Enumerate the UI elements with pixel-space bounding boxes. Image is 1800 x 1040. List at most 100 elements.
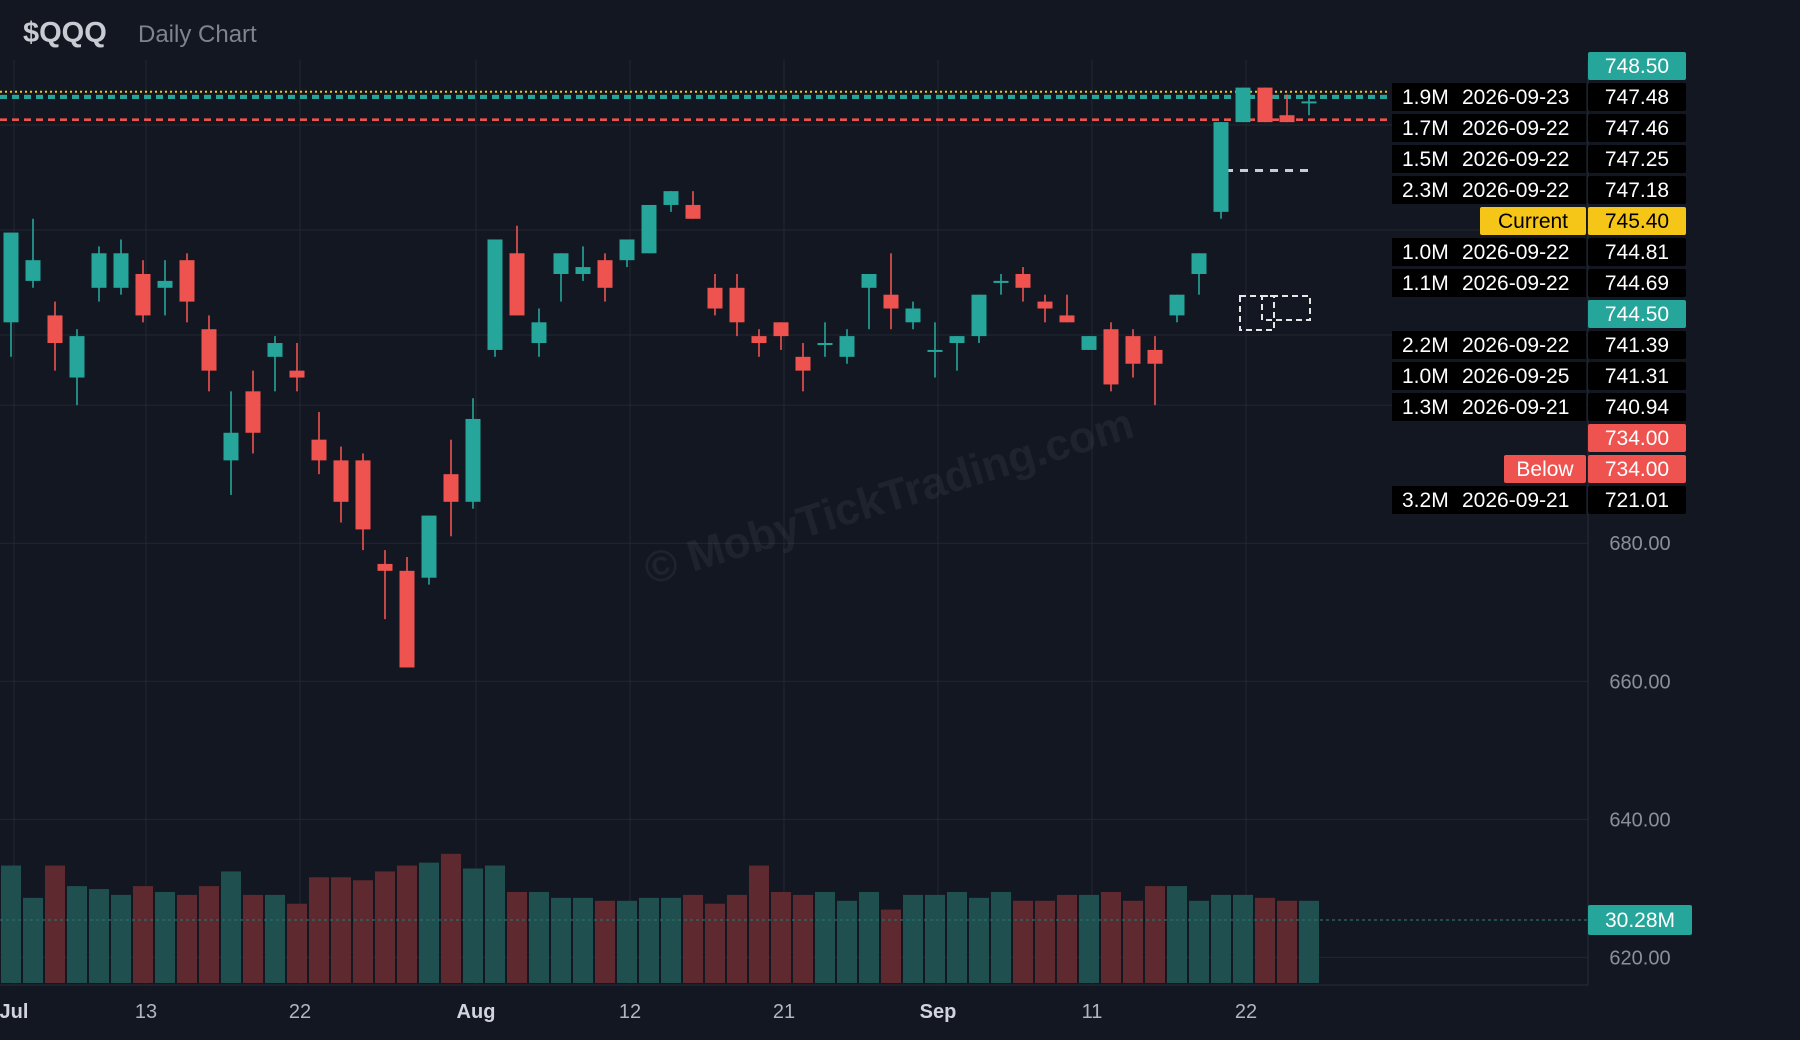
price-label-box (1588, 300, 1686, 328)
level-date: 2026-09-22 (1462, 272, 1569, 295)
volume-bar (793, 894, 813, 983)
chart-grid (0, 60, 1589, 986)
level-lines (0, 90, 1390, 172)
candle-body (1147, 349, 1163, 364)
candle-body (531, 322, 547, 344)
time-tick: Jul (0, 1001, 28, 1023)
price-label-box (1588, 83, 1686, 111)
volume-bar (199, 886, 219, 983)
candle-body (949, 336, 965, 344)
volume-bar (23, 897, 43, 983)
candle-body (509, 253, 525, 316)
price-label-box (1588, 455, 1686, 483)
volume-bar (859, 891, 879, 983)
volume-bar (903, 894, 923, 983)
volume-bar (441, 853, 461, 983)
volume-bar (925, 894, 945, 983)
volume-bar (749, 865, 769, 983)
symbol-title[interactable]: $QQQ (23, 17, 107, 49)
candle-body (1125, 336, 1141, 364)
time-tick: 11 (1082, 1001, 1103, 1023)
candle-body (751, 336, 767, 344)
candle-body (377, 563, 393, 571)
price-label-value: 740.94 (1605, 396, 1670, 419)
volume-bar (1123, 900, 1143, 983)
price-label-value: 745.40 (1605, 210, 1669, 233)
price-tick: 640.00 (1609, 809, 1670, 831)
volume-bar (1277, 900, 1297, 983)
price-label-value: 747.18 (1605, 179, 1669, 202)
price-label-box (1588, 331, 1686, 359)
watermark: © MobyTickTrading.com (639, 399, 1139, 594)
time-axis[interactable]: Jul 13 22 Aug 12 21 Sep 11 22 (0, 1001, 1257, 1023)
marked-box (1261, 295, 1311, 321)
volume-bar (1079, 894, 1099, 983)
volume-bar (573, 897, 593, 983)
candle-body (553, 253, 569, 274)
volume-bar (89, 889, 109, 983)
time-tick: Aug (457, 1001, 496, 1023)
candle-body (311, 439, 327, 461)
volume-bar (551, 897, 571, 983)
volume-bar (375, 871, 395, 983)
candle-body (157, 280, 173, 288)
volume-bar (639, 897, 659, 983)
price-label-box (1588, 362, 1686, 390)
candle-body (245, 391, 261, 433)
price-label-value: 734.00 (1605, 458, 1669, 481)
volume-bar (111, 894, 131, 983)
price-label-value: 734.00 (1605, 427, 1669, 450)
candle-body (905, 308, 921, 323)
volume-bar (617, 900, 637, 983)
volume-date-box (1392, 362, 1586, 390)
volume-bar (837, 900, 857, 983)
candle-body (399, 570, 415, 668)
candle-body (817, 343, 833, 346)
candle-body (663, 191, 679, 205)
candle-body (201, 329, 217, 371)
volume-date-box (1392, 114, 1586, 142)
volume-bar (419, 862, 439, 983)
level-volume: 1.9M (1402, 86, 1449, 109)
marked-boxes (1239, 295, 1311, 331)
chart-subtitle: Daily Chart (138, 21, 257, 48)
volume-value-box (1588, 905, 1692, 935)
volume-bar (1167, 886, 1187, 983)
volume-bar (969, 897, 989, 983)
tag-box (1480, 207, 1586, 235)
candle-body (575, 267, 591, 274)
price-label-box (1588, 114, 1686, 142)
volume-bar (133, 886, 153, 983)
volume-bar (221, 871, 241, 983)
volume-date-box (1392, 176, 1586, 204)
candle-body (707, 287, 723, 309)
volume-bar (485, 865, 505, 983)
marked-box (1239, 295, 1275, 331)
volume-bar (67, 886, 87, 983)
volume-bar (177, 894, 197, 983)
volume-date-box (1392, 145, 1586, 173)
level-volume: 1.0M (1402, 241, 1449, 264)
volume-value: 30.28M (1605, 909, 1675, 932)
price-label-box (1588, 207, 1686, 235)
level-volume: 1.3M (1402, 396, 1449, 419)
volume-bar (1, 865, 21, 983)
candle-body (421, 515, 437, 578)
volume-bar (947, 891, 967, 983)
volume-date-box (1392, 238, 1586, 266)
volume-bar (881, 909, 901, 983)
volume-date-box (1392, 269, 1586, 297)
candle-body (1301, 101, 1317, 104)
candle-body (641, 204, 657, 254)
level-date: 2026-09-22 (1462, 241, 1569, 264)
level-volume: 1.1M (1402, 272, 1449, 295)
volume-bar (529, 891, 549, 983)
price-labels: 748.50 747.48 1.9M 2026-09-23 747.46 1.7M 2026… (1392, 52, 1692, 935)
candle-body (113, 253, 129, 288)
volume-bar (705, 903, 725, 983)
level-volume: 2.3M (1402, 179, 1449, 202)
price-label-value: 747.25 (1605, 148, 1669, 171)
candle-body (971, 294, 987, 337)
candle-body (1059, 315, 1075, 323)
